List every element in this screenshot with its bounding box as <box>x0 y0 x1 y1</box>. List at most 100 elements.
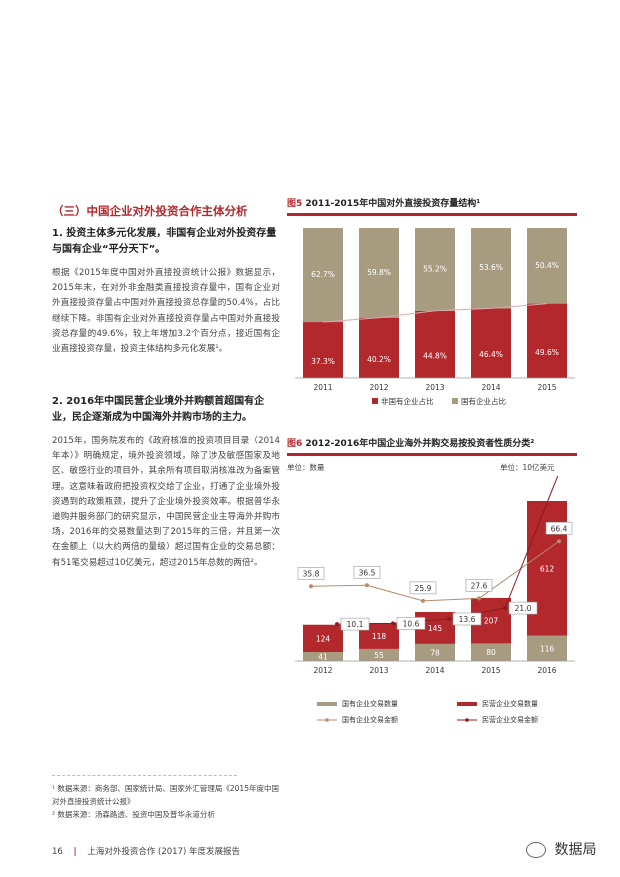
label-private-count-2012: 124 <box>316 634 331 643</box>
bar-state-2011 <box>303 228 343 323</box>
label-non-state-2014: 46.4% <box>479 350 503 359</box>
label-state-count-2012: 41 <box>318 652 328 661</box>
bar-private-count-2012 <box>303 624 343 652</box>
point-private-amount-2015 <box>503 606 507 611</box>
label-private-count-2013: 118 <box>372 632 387 641</box>
label-state-amount-2015: 27.6 <box>471 581 488 590</box>
callout-box-private-2014 <box>452 612 482 626</box>
label-state-2014: 53.6% <box>479 263 503 272</box>
bar-non-state-2012 <box>359 317 399 378</box>
paragraph-1-body: 根据《2015年度中国对外直接投资统计公报》数据显示，2015年末，在对外非金融… <box>52 268 280 355</box>
bar-state-2013 <box>415 228 455 311</box>
point-private-amount-2014 <box>447 616 451 621</box>
legend-marker-state-amount <box>325 718 329 722</box>
tick-2014: 2014 <box>481 383 500 392</box>
page-number: 16 <box>52 847 63 857</box>
paragraph-2-heading: 2. 2016年中国民营企业境外并购额首超国有企业，民企逐渐成为中国海外并购市场… <box>52 396 265 423</box>
wechat-icon <box>526 842 546 858</box>
figure-5-chart: 37.3% 62.7% 2011 40.2% 59.8% 2012 44.8% 55.2% 20… <box>295 228 575 406</box>
bar-state-count-2014 <box>415 643 455 661</box>
point-private-amount-2013 <box>391 621 395 626</box>
bar-state-count-2015 <box>471 643 511 661</box>
legend-marker-private-amount <box>465 718 469 722</box>
label-state-2015: 50.4% <box>535 261 559 270</box>
label-state-2011: 62.7% <box>311 270 335 279</box>
bar-state-count-2012 <box>303 651 343 661</box>
tick-2012: 2012 <box>369 383 388 392</box>
point-state-amount-2013 <box>365 583 369 588</box>
logo-text: 数据局 <box>554 842 597 858</box>
label-state-2012: 59.8% <box>367 268 391 277</box>
figure-6-chart: 41 124 2012 55 118 2013 78 145 2014 80 207 2015 116 6… <box>295 476 575 724</box>
callout-box-private-2013 <box>396 617 426 630</box>
legend-label-state: 国有企业占比 <box>461 396 506 406</box>
label-state-amount-2014: 25.9 <box>415 584 432 593</box>
logo: 数据局 <box>526 839 596 859</box>
bar-state-count-2013 <box>359 648 399 661</box>
figure-5-rule <box>287 213 577 216</box>
legend-label-private-amount: 民营企业交易金额 <box>482 715 538 724</box>
trend-line <box>322 303 548 323</box>
point-state-amount-2015 <box>477 596 481 601</box>
figure-5-number: 图5 <box>287 199 303 209</box>
label-private-count-2016: 612 <box>540 564 555 573</box>
callout-box-state-2012 <box>297 567 325 580</box>
callout-box-state-2015 <box>465 579 493 592</box>
legend-label-private-count: 民营企业交易数量 <box>482 699 538 708</box>
section-title: （三）中国企业对外投资合作主体分析 <box>52 204 248 218</box>
label-non-state-2015: 49.6% <box>535 348 559 357</box>
tick-2015: 2015 <box>481 666 500 675</box>
bar-non-state-2011 <box>303 322 343 378</box>
label-non-state-2011: 37.3% <box>311 357 335 366</box>
tick-2011: 2011 <box>313 383 332 392</box>
paragraph-2-body: 2015年，国务院发布的《政府核准的投资项目目录（2014年本）》明确规定，境外… <box>52 436 280 568</box>
figure-6-label: 图6 2012-2016年中国企业海外并购交易按投资者性质分类² <box>287 436 577 449</box>
page-footer-separator: | <box>73 847 77 857</box>
label-state-count-2016: 116 <box>540 644 555 653</box>
legend-label-state-amount: 国有企业交易金额 <box>342 715 398 724</box>
bar-state-count-2016 <box>527 635 567 661</box>
label-private-count-2014: 145 <box>428 624 443 633</box>
legend-swatch-state <box>452 398 458 404</box>
bar-state-2012 <box>359 228 399 318</box>
figure-6-number: 图6 <box>287 439 303 449</box>
label-state-count-2014: 78 <box>430 648 440 657</box>
bar-state-2015 <box>527 228 567 304</box>
tick-2015: 2015 <box>537 383 556 392</box>
bar-non-state-2014 <box>471 308 511 378</box>
legend-swatch-state-count <box>317 702 337 706</box>
legend-swatch-private-count <box>457 702 477 706</box>
label-private-amount-2015: 21.0 <box>515 604 532 613</box>
footnote-divider <box>52 775 237 776</box>
label-non-state-2013: 44.8% <box>423 351 447 360</box>
point-private-amount-2012 <box>335 622 339 627</box>
figure-6-rule <box>287 453 577 456</box>
legend-swatch-non-state <box>372 398 378 404</box>
figure-6-unit-right: 单位：10亿美元 <box>500 463 555 472</box>
tick-2013: 2013 <box>425 383 444 392</box>
callout-box-state-2013 <box>353 565 381 579</box>
paragraph-1-heading: 1. 投资主体多元化发展，非国有企业对外投资存量与国有企业“平分天下”。 <box>52 228 277 255</box>
point-state-amount-2016 <box>557 539 561 544</box>
tick-2016: 2016 <box>537 666 556 675</box>
label-state-amount-2016: 66.4 <box>551 524 568 533</box>
label-state-amount-2013: 36.5 <box>359 568 376 577</box>
figure-6-unit-left: 单位：数量 <box>287 463 325 472</box>
bar-state-2014 <box>471 228 511 309</box>
callout-box-private-2015 <box>508 601 538 615</box>
report-title: 上海对外投资合作 (2017) 年度发展报告 <box>87 847 241 857</box>
label-state-count-2013: 55 <box>374 651 384 660</box>
label-private-amount-2014: 13.6 <box>459 615 476 624</box>
label-private-amount-2012: 10.1 <box>347 620 364 629</box>
figure-6-header: 图6 2012-2016年中国企业海外并购交易按投资者性质分类² <box>287 436 577 456</box>
label-state-2013: 55.2% <box>423 264 447 273</box>
callout-box-private-2012 <box>340 617 370 631</box>
label-private-amount-2013: 10.6 <box>403 619 420 628</box>
label-state-count-2015: 80 <box>486 648 496 657</box>
legend-label-non-state: 非国有企业占比 <box>381 396 434 406</box>
figure-5-label: 图5 2011-2015年中国对外直接投资存量结构¹ <box>287 196 577 209</box>
point-state-amount-2012 <box>309 584 313 589</box>
legend-label-state-count: 国有企业交易数量 <box>342 699 398 708</box>
tick-2014: 2014 <box>425 666 444 675</box>
figure-5-header: 图5 2011-2015年中国对外直接投资存量结构¹ <box>287 196 577 216</box>
